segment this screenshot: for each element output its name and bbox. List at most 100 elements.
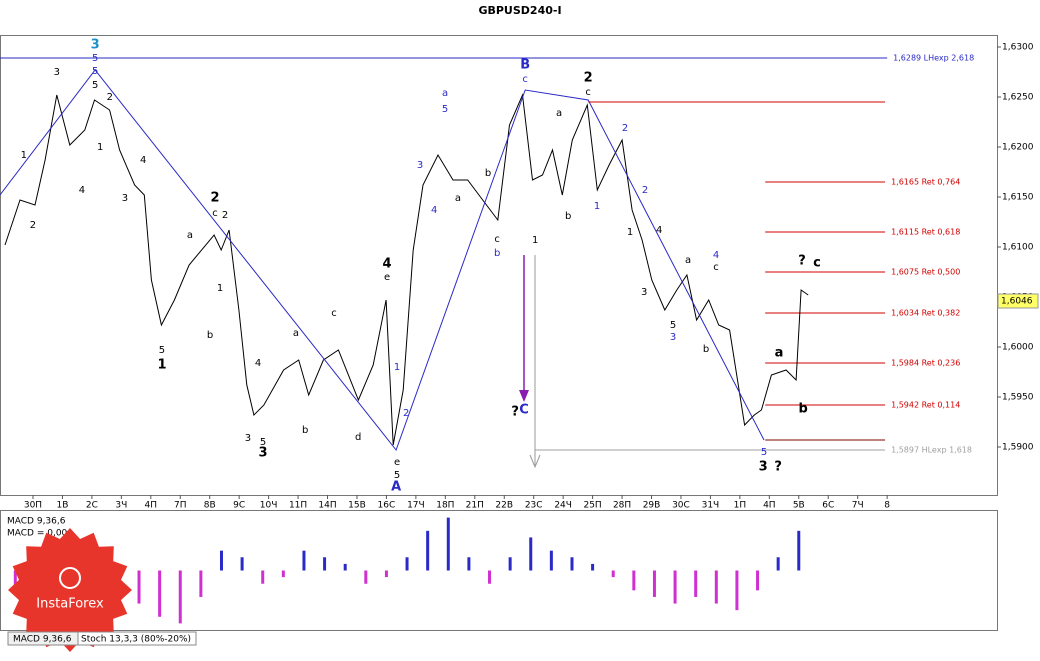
logo-text: InstaForex (36, 597, 104, 612)
wave-label: 5 (92, 53, 98, 64)
plot-layer: 1,63001,62501,62001,61501,61001,60501,60… (0, 38, 1039, 624)
wave-label: 2 (30, 220, 36, 231)
wave-label: a (187, 230, 193, 241)
tab-label[interactable]: Stoch 13,3,3 (80%-20%) (81, 635, 191, 645)
wave-label: 2 (403, 408, 409, 419)
wave-label: 2 (642, 185, 648, 196)
macd-bar (652, 570, 656, 597)
tab[interactable] (77, 631, 197, 646)
x-tick-label: 30С (672, 501, 690, 511)
macd-bar (405, 557, 409, 571)
macd-frame (0, 510, 998, 631)
macd-bar (735, 570, 739, 611)
macd-bar (137, 570, 141, 604)
wave-label: b (799, 402, 808, 417)
arrow-head (529, 454, 541, 469)
x-tick-label: 24Ч (554, 501, 572, 511)
wave-label: 5 (394, 470, 400, 481)
wave-label: 1 (394, 362, 400, 373)
macd-bar (508, 557, 512, 571)
wave-label: ? (774, 460, 782, 475)
macd-bar (776, 557, 780, 571)
x-tick-label: 4П (763, 501, 776, 511)
wave-label: c (813, 256, 821, 271)
tab-label[interactable]: MACD 9,36,6 (13, 635, 72, 645)
wave-label: ? (798, 254, 806, 269)
wave-label: 1 (157, 358, 166, 373)
wave-label: 1 (21, 150, 27, 161)
wave-label: 4 (431, 205, 437, 216)
wave-label: c (212, 208, 218, 219)
wave-label: 1 (217, 283, 223, 294)
wave-label: 3 (91, 38, 100, 53)
x-tick-label: 7Ч (852, 501, 864, 511)
last-price-box (997, 293, 1039, 309)
macd-bar (178, 570, 182, 624)
level-label: 1,6165 Ret 0,764 (891, 178, 960, 187)
macd-bar (611, 570, 615, 578)
macd-bar (302, 550, 306, 571)
macd-bar (13, 570, 17, 591)
wave-label: 3 (641, 287, 647, 298)
wave-label: 1 (594, 201, 600, 212)
wave-label: 5 (159, 345, 165, 356)
wave-label: 5 (92, 66, 98, 77)
level-label: 1,5942 Ret 0,114 (891, 401, 960, 410)
wave-label: 5 (92, 80, 98, 91)
price-line (4, 93, 809, 446)
wave-label: C (519, 403, 529, 418)
wave-label: 5 (670, 320, 676, 331)
level-label: 1,6289 LHexp 2,618 (893, 54, 974, 63)
indicator-label: MACD = 0,00 (7, 529, 68, 539)
wave-label: 5 (761, 447, 767, 458)
wave-label: c (713, 262, 719, 273)
wave-label: B (520, 58, 530, 73)
macd-bar (323, 557, 327, 571)
wave-label: 2 (107, 92, 113, 103)
wave-label: 2 (210, 191, 219, 206)
x-tick-label: 30П (24, 501, 42, 511)
wave-label: 4 (656, 225, 662, 236)
x-tick-label: 15В (348, 501, 366, 511)
level-label: 1,6034 Ret 0,382 (891, 309, 960, 318)
macd-bar (570, 557, 574, 571)
wave-label: c (522, 74, 528, 85)
price-line (0, 69, 765, 452)
macd-bar (364, 570, 368, 584)
macd-bar (591, 563, 595, 571)
macd-bar (240, 557, 244, 571)
wave-label: 1 (532, 235, 538, 246)
wave-label: b (485, 168, 491, 179)
indicator-label: MACD 9,36,6 (7, 517, 66, 527)
x-tick-label: 28П (613, 501, 631, 511)
wave-label: 3 (417, 160, 423, 171)
x-tick-label: 9С (233, 501, 245, 511)
x-tick-label: 4П (145, 501, 158, 511)
y-tick-label: 1,6300 (1002, 43, 1034, 53)
macd-bar (219, 550, 223, 571)
wave-label: 5 (442, 104, 448, 115)
macd-bar (446, 517, 450, 571)
wave-label: b (565, 211, 571, 222)
level-label: 1,5897 HLexp 1,618 (891, 446, 972, 455)
macd-bar (797, 530, 801, 571)
x-tick-label: 18П (436, 501, 454, 511)
macd-bar (343, 563, 347, 571)
x-tick-label: 22В (495, 501, 513, 511)
wave-label: 2 (584, 71, 593, 86)
wave-label: 1 (627, 227, 633, 238)
wave-label: 4 (140, 155, 146, 166)
macd-bar (261, 570, 265, 584)
wave-label: a (293, 328, 299, 339)
macd-bar (488, 570, 492, 584)
x-tick-label: 11П (289, 501, 307, 511)
wave-label: 3 (258, 446, 267, 461)
macd-bar (632, 570, 636, 591)
wave-label: d (355, 432, 361, 443)
wave-label: A (391, 480, 401, 495)
macd-bar (426, 530, 430, 571)
wave-label: 3 (670, 332, 676, 343)
y-tick-label: 1,6100 (1002, 243, 1034, 253)
macd-bar (549, 550, 553, 571)
wave-label: 4 (713, 250, 719, 261)
